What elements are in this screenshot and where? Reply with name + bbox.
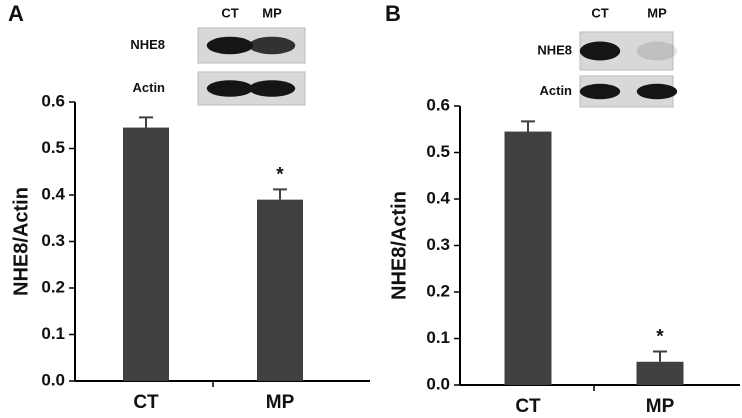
bar (504, 131, 552, 385)
blot-row-label: Actin (540, 83, 573, 98)
y-tick-label: 0.3 (41, 231, 65, 250)
y-tick-label: 0.3 (426, 235, 450, 254)
bar (123, 127, 169, 381)
panel-label: A (8, 1, 24, 26)
blot-band (636, 41, 678, 61)
panel-label: B (385, 1, 401, 26)
y-tick-label: 0.1 (426, 328, 450, 347)
error-bar (653, 350, 667, 362)
significance-mark: * (276, 164, 284, 185)
blot-row-label: NHE8 (130, 37, 165, 52)
x-tick-label: CT (133, 392, 159, 413)
y-tick-label: 0.6 (41, 91, 65, 110)
blot-band (579, 41, 621, 61)
y-axis-label: NHE8/Actin (10, 187, 32, 296)
y-tick-label: 0.0 (41, 370, 65, 389)
significance-mark: * (656, 327, 664, 348)
y-tick-label: 0.5 (426, 142, 450, 161)
bar (257, 199, 303, 381)
x-tick-label: MP (646, 396, 675, 417)
blot-band (636, 83, 678, 100)
bar (636, 361, 684, 385)
y-tick-label: 0.1 (41, 324, 65, 343)
blot-band (579, 83, 621, 100)
y-tick-label: 0.4 (426, 188, 450, 207)
error-bar (273, 188, 287, 200)
blot-band (206, 36, 254, 55)
blot-row-label: NHE8 (537, 42, 572, 57)
x-tick-label: MP (266, 392, 295, 413)
blot-column-label: MP (647, 5, 667, 20)
blot-column-label: CT (221, 5, 238, 20)
error-bar (521, 120, 535, 132)
y-tick-label: 0.2 (426, 281, 450, 300)
blot-column-label: CT (591, 5, 608, 20)
y-axis-label: NHE8/Actin (388, 191, 410, 300)
error-bar (139, 116, 153, 128)
y-tick-label: 0.0 (426, 374, 450, 393)
x-tick-label: CT (515, 396, 541, 417)
y-tick-label: 0.4 (41, 184, 65, 203)
y-tick-label: 0.6 (426, 95, 450, 114)
blot-band (248, 80, 296, 97)
blot-band (206, 80, 254, 97)
blot-row-label: Actin (133, 80, 166, 95)
blot-band (248, 36, 296, 55)
y-tick-label: 0.5 (41, 138, 65, 157)
blot-column-label: MP (262, 5, 282, 20)
y-tick-label: 0.2 (41, 277, 65, 296)
